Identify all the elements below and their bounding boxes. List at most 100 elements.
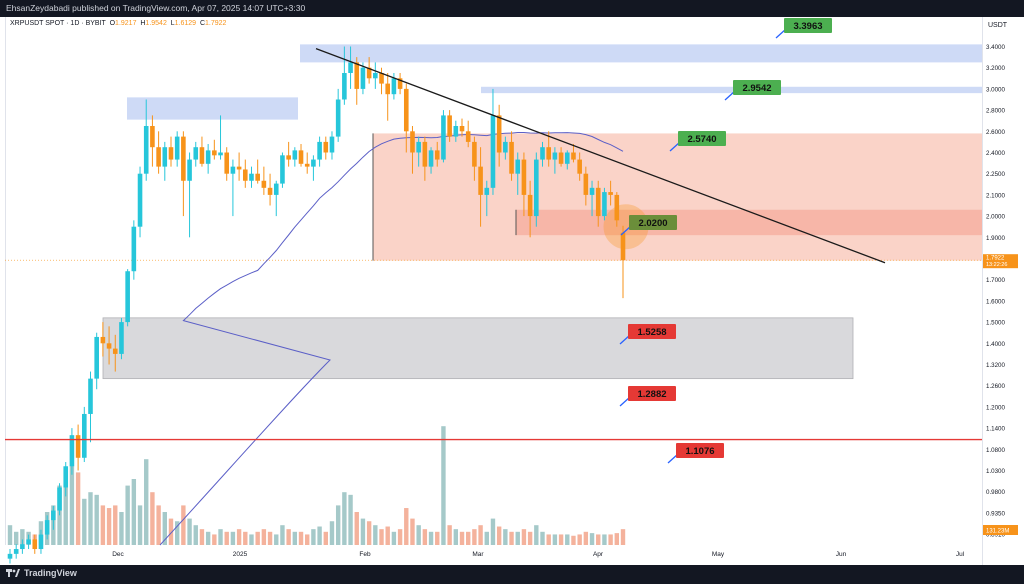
candle-body [391, 78, 397, 95]
candle-body [38, 534, 44, 550]
volume-bar [212, 534, 217, 545]
y-tick-label: 2.8000 [986, 108, 1005, 115]
candle-body [100, 336, 106, 344]
candle-body [156, 147, 161, 167]
volume-bar [416, 525, 421, 545]
volume-bar [156, 505, 161, 545]
volume-bar [311, 529, 316, 545]
candle-body [20, 544, 25, 550]
volume-bar [261, 529, 267, 545]
y-tick-label: 1.1400 [986, 426, 1005, 433]
volume-bar [490, 518, 496, 545]
supply-zone-top [300, 44, 982, 63]
candle-body [589, 187, 595, 195]
candle-body [255, 173, 260, 181]
candle-body [595, 187, 601, 217]
volume-bar [589, 533, 595, 545]
volume-bar [428, 531, 434, 545]
volume-bar [342, 492, 347, 545]
volume-bar [509, 531, 514, 545]
volume-bar [354, 512, 359, 545]
candle-body [143, 126, 149, 174]
candle-body [249, 173, 254, 181]
volume-bar [174, 521, 180, 545]
volume-bar [527, 531, 533, 545]
candle-body [162, 147, 168, 167]
volume-bar [534, 525, 539, 545]
candle-body [515, 159, 521, 174]
volume-bar [478, 525, 483, 545]
currency-label: USDT [988, 22, 1008, 29]
volume-bar [447, 525, 452, 545]
plot-area[interactable] [5, 17, 983, 545]
volume-bar [125, 485, 130, 545]
tradingview-logo[interactable]: TradingView [6, 568, 77, 578]
close-value: 1.7922 [205, 20, 227, 27]
candle-body [230, 166, 236, 174]
volume-bar [274, 534, 279, 545]
volume-bar [298, 531, 304, 545]
candle-body [447, 115, 452, 137]
candle-body [261, 180, 267, 188]
candle-body [416, 141, 421, 153]
open-value: 1.9217 [115, 20, 137, 27]
candle-body [366, 67, 372, 79]
volume-bar [131, 479, 137, 545]
candle-body [193, 147, 199, 160]
y-tick-label: 2.6000 [986, 129, 1005, 136]
range-inner-zone [516, 209, 982, 236]
volume-bar [224, 531, 229, 545]
level-badge [676, 443, 724, 458]
y-tick-label: 0.9800 [986, 489, 1005, 496]
y-tick-label: 1.6000 [986, 298, 1005, 305]
volume-bar [7, 525, 13, 545]
footer-bar: TradingView [0, 565, 1024, 584]
volume-bar [20, 529, 25, 545]
volume-bar [236, 529, 242, 545]
volume-bar [577, 534, 582, 545]
volume-bar [255, 531, 260, 545]
volume-bar [565, 534, 570, 545]
low-value: 1.6129 [174, 20, 197, 27]
candle-body [7, 553, 13, 559]
candle-body [224, 152, 230, 174]
volume-bar [404, 508, 409, 545]
candle-body [496, 115, 502, 153]
candle-body [212, 150, 217, 156]
volume-bar [280, 525, 285, 545]
candle-body [534, 159, 539, 217]
volume-bar [82, 498, 87, 545]
candle-body [453, 126, 459, 137]
candle-body [564, 152, 570, 164]
last-price-value: 1.7922 [986, 256, 1005, 262]
range-zone [373, 133, 982, 261]
volume-bar [335, 505, 341, 545]
volume-bar [267, 531, 273, 545]
candle-body [385, 83, 391, 95]
candle-body [88, 378, 93, 414]
y-tick-label: 1.0800 [986, 447, 1005, 454]
volume-bar [540, 531, 545, 545]
candle-body [527, 194, 533, 217]
y-tick-label: 1.4000 [986, 341, 1005, 348]
volume-tag-value: 131.23M [986, 529, 1009, 535]
y-tick-label: 1.9000 [986, 235, 1005, 242]
volume-bar [379, 529, 384, 545]
volume-bar [218, 529, 223, 545]
volume-bar [441, 426, 446, 545]
candle-body [168, 147, 174, 160]
supply-zone-left [127, 97, 298, 120]
candle-body [335, 99, 341, 137]
price-axis[interactable] [982, 17, 1019, 565]
candle-body [459, 126, 465, 132]
candle-body [434, 150, 440, 160]
candle-body [51, 510, 56, 521]
candle-body [571, 152, 576, 160]
volume-bar [230, 531, 236, 545]
level-label: 2.0200 [638, 218, 667, 229]
candle-body [323, 141, 329, 153]
candle-body [441, 115, 446, 160]
candle-body [608, 192, 613, 195]
